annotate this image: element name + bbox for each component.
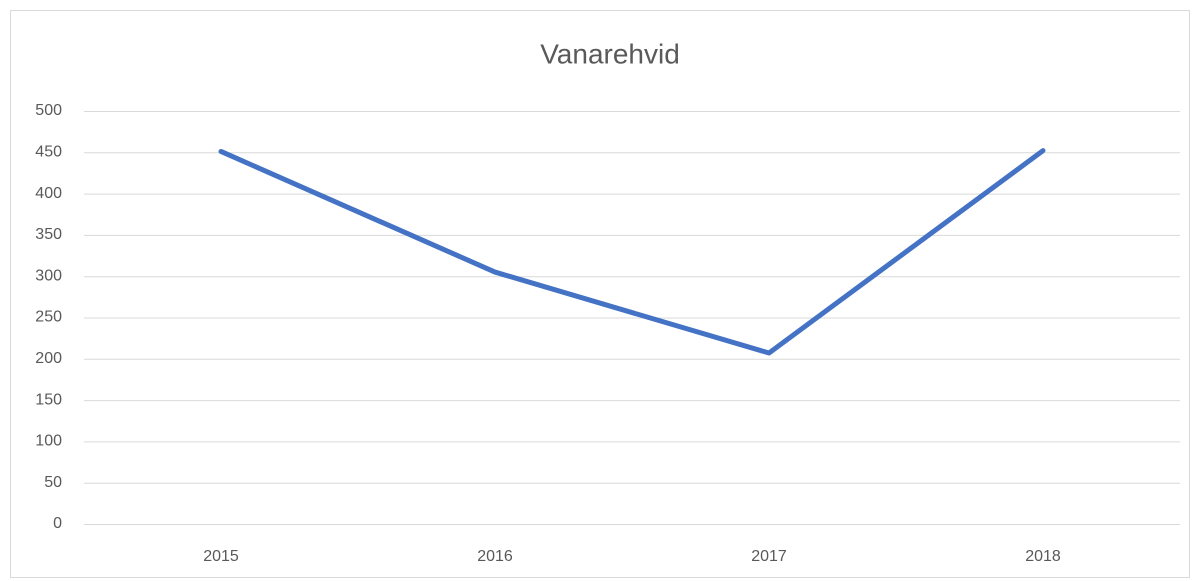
x-tick-label: 2015: [203, 548, 239, 565]
y-tick-label: 150: [35, 391, 62, 408]
y-tick-label: 50: [44, 474, 62, 491]
y-tick-label: 300: [35, 267, 62, 284]
x-tick-label: 2016: [477, 548, 513, 565]
data-line: [218, 148, 1046, 356]
y-tick-label: 0: [53, 515, 62, 532]
y-tick-label: 450: [35, 144, 62, 161]
x-tick-label: 2018: [1025, 548, 1061, 565]
y-tick-label: 350: [35, 226, 62, 243]
y-tick-label: 400: [35, 185, 62, 202]
y-tick-label: 250: [35, 309, 62, 326]
chart-border: [10, 10, 1190, 578]
y-tick-label: 500: [35, 102, 62, 119]
chart-title: Vanarehvid: [540, 38, 680, 69]
y-tick-label: 100: [35, 433, 62, 450]
x-tick-label: 2017: [751, 548, 787, 565]
y-tick-label: 200: [35, 350, 62, 367]
